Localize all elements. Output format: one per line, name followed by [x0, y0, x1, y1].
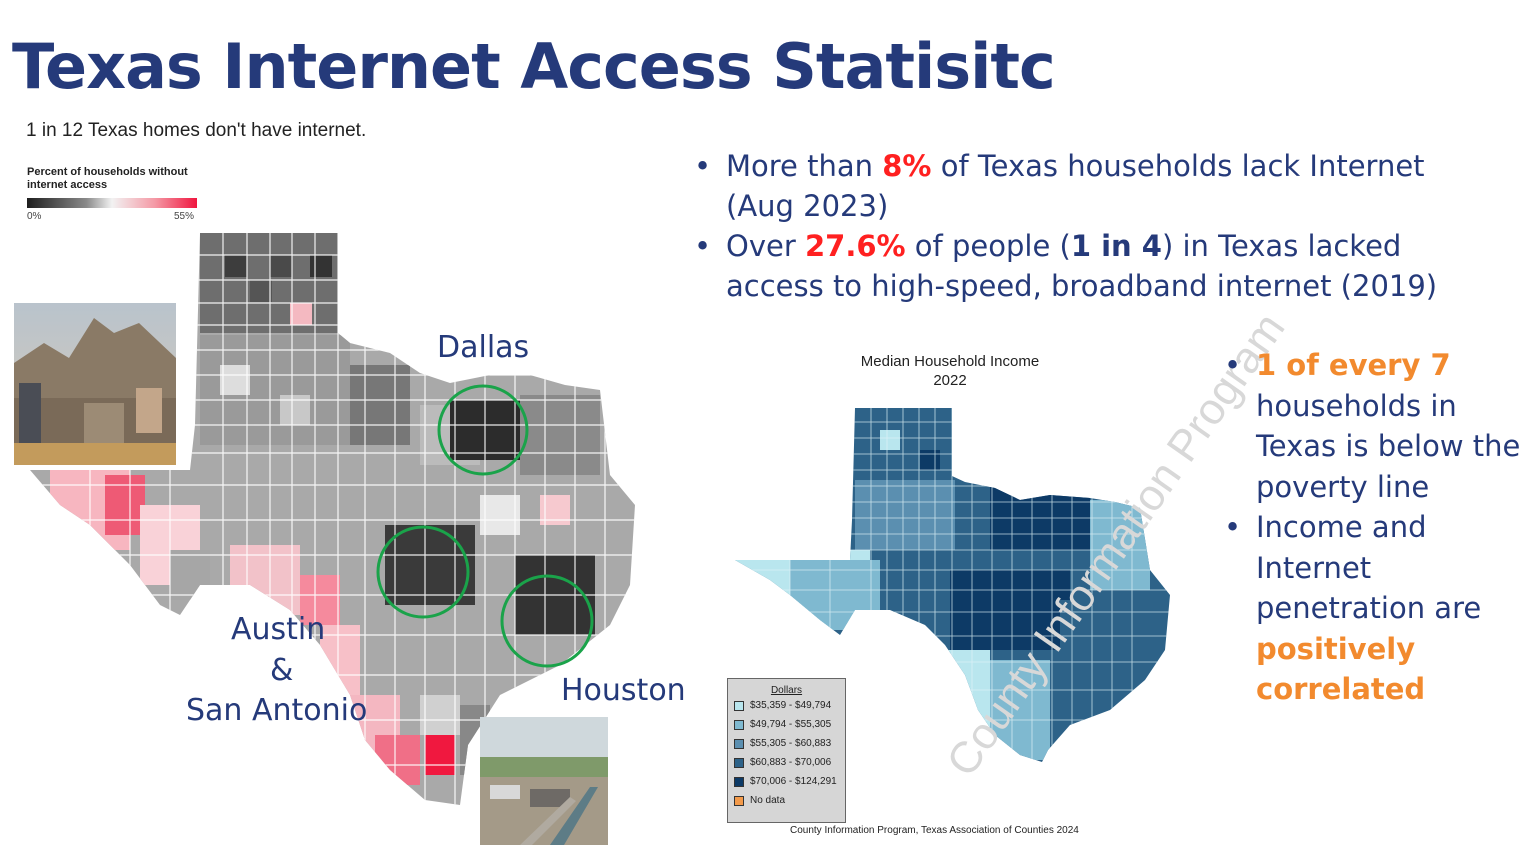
page-title: Texas Internet Access Statisitc	[12, 30, 1056, 103]
income-map-title: Median Household Income 2022	[860, 353, 1040, 389]
texas-internet-map	[30, 233, 635, 805]
legend-gradient-bar	[27, 198, 197, 208]
legend-max-label: 55%	[174, 211, 195, 222]
income-legend-heading: Dollars	[770, 685, 803, 696]
bullet-households-lack-internet: More than 8% of Texas households lack In…	[694, 146, 1494, 226]
legend-swatch	[734, 700, 744, 711]
legend-swatch	[734, 757, 744, 768]
legend-swatch	[734, 776, 744, 787]
bullet-poverty-line: 1 of every 7 households in Texas is belo…	[1224, 345, 1524, 507]
income-legend-item: $60,883 - $70,006	[734, 753, 845, 772]
legend-swatch	[734, 738, 744, 749]
income-legend-item: $55,305 - $60,883	[734, 734, 845, 753]
income-legend-item: $49,794 - $55,305	[734, 715, 845, 734]
dallas-highlight-circle	[437, 384, 529, 476]
city-label-ampersand: &	[270, 653, 294, 688]
poverty-bullets: 1 of every 7 households in Texas is belo…	[1224, 345, 1524, 710]
income-choropleth-map	[735, 408, 1170, 762]
houston-highlight-circle	[500, 574, 594, 668]
legend-min-label: 0%	[27, 211, 42, 222]
internet-stats-bullets: More than 8% of Texas households lack In…	[694, 146, 1494, 306]
income-legend-item: No data	[734, 791, 845, 810]
city-label-san-antonio: San Antonio	[186, 693, 368, 728]
income-legend-item: $70,006 - $124,291	[734, 772, 845, 791]
city-label-austin: Austin	[231, 612, 326, 647]
income-legend: Dollars $35,359 - $49,794 $49,794 - $55,…	[727, 678, 846, 823]
legend-title: Percent of households without internet a…	[27, 166, 188, 191]
bullet-income-correlation: Income and Internet penetration are posi…	[1224, 507, 1524, 710]
coastal-town-photo	[480, 717, 608, 845]
austin-sa-highlight-circle	[376, 525, 470, 619]
income-map-credit: County Information Program, Texas Associ…	[790, 825, 1079, 836]
el-paso-photo	[14, 303, 176, 465]
legend-swatch	[734, 719, 744, 730]
map-subtitle: 1 in 12 Texas homes don't have internet.	[26, 120, 367, 141]
income-legend-item: $35,359 - $49,794	[734, 696, 845, 715]
city-label-houston: Houston	[561, 673, 686, 708]
city-label-dallas: Dallas	[437, 330, 530, 365]
bullet-broadband-access: Over 27.6% of people (1 in 4) in Texas l…	[694, 226, 1494, 306]
legend-swatch	[734, 795, 744, 806]
